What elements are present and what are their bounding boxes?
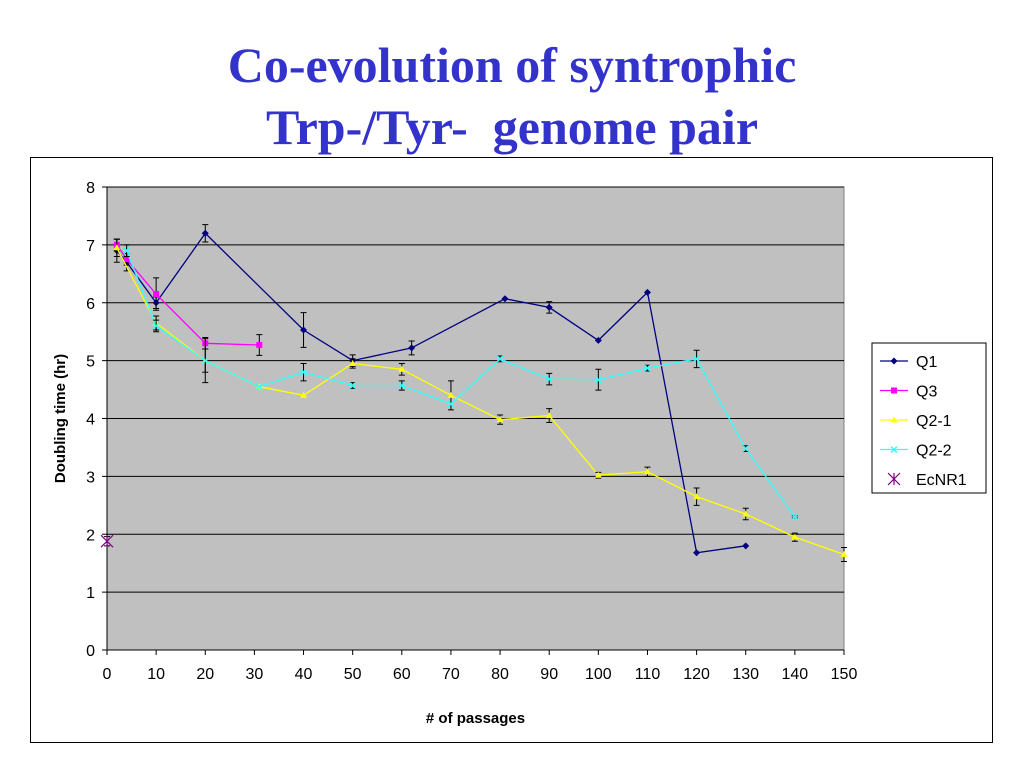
legend-item-q2-1: Q2-1 xyxy=(880,413,952,430)
data-point xyxy=(742,510,750,517)
legend-swatch-marker xyxy=(891,387,897,394)
data-point xyxy=(594,471,602,478)
data-point xyxy=(594,376,602,384)
x-axis-title: # of passages xyxy=(426,710,525,727)
x-tick-label: 100 xyxy=(585,666,612,683)
grid-lines xyxy=(107,186,844,593)
data-point xyxy=(408,344,416,352)
legend-swatch-marker xyxy=(887,472,901,486)
data-point xyxy=(113,244,121,251)
data-point xyxy=(791,533,799,540)
y-tick-label: 0 xyxy=(86,643,95,660)
data-point xyxy=(447,391,455,398)
data-point xyxy=(300,326,308,334)
legend-label: Q1 xyxy=(916,354,937,371)
series-ecnr1 xyxy=(100,534,114,548)
x-tick-label: 60 xyxy=(393,666,411,683)
data-point xyxy=(545,375,553,383)
data-point xyxy=(300,391,308,398)
data-point xyxy=(152,322,160,330)
x-tick-label: 110 xyxy=(635,666,661,683)
data-point xyxy=(349,360,357,367)
data-point xyxy=(501,295,509,303)
y-axis-title: Doubling time (hr) xyxy=(52,354,69,483)
x-tick-label: 40 xyxy=(295,666,313,683)
legend-swatch-marker xyxy=(890,416,898,423)
data-point xyxy=(693,355,701,363)
data-point xyxy=(791,513,799,521)
legend-box xyxy=(871,342,987,494)
data-point xyxy=(201,357,209,365)
data-point xyxy=(123,247,131,255)
legend-item-q2-2: Q2-2 xyxy=(880,443,952,460)
y-tick-label: 6 xyxy=(86,296,95,313)
data-point xyxy=(201,229,209,237)
x-tick-label: 80 xyxy=(491,666,509,683)
data-point xyxy=(693,549,701,557)
legend-label: EcNR1 xyxy=(916,472,967,489)
data-point xyxy=(398,365,406,372)
data-point xyxy=(100,534,114,548)
data-point xyxy=(742,542,750,550)
legend-item-q1: Q1 xyxy=(880,354,937,371)
y-tick-label: 7 xyxy=(86,238,95,255)
data-point xyxy=(643,468,651,475)
x-tick-label: 20 xyxy=(196,666,214,683)
legend-swatch-marker xyxy=(890,445,898,454)
chart-frame: 0 1 2 3 4 5 6 7 8 0 10 20 30 40 50 60 70 80 90 100 110 120 130… xyxy=(30,157,993,743)
data-point xyxy=(840,551,848,558)
x-tick-label: 10 xyxy=(147,666,165,683)
slide-title-line-1: Co-evolution of syntrophic xyxy=(227,37,797,93)
x-tick-label: 30 xyxy=(246,666,264,683)
x-tick-label: 120 xyxy=(683,666,710,683)
data-point xyxy=(300,368,308,376)
data-point xyxy=(643,364,651,372)
x-tick-label: 140 xyxy=(782,666,809,683)
data-point xyxy=(447,400,455,408)
axes xyxy=(102,186,845,655)
data-point xyxy=(496,416,504,423)
slide-title: Co-evolution of syntrophic Trp-/Tyr- gen… xyxy=(0,34,1024,158)
data-point xyxy=(545,303,553,311)
x-tick-label: 0 xyxy=(103,666,112,683)
y-tick-label: 4 xyxy=(86,412,95,429)
data-point xyxy=(123,256,130,263)
data-point xyxy=(496,355,504,363)
y-tick-label: 3 xyxy=(86,469,95,486)
x-tick-label: 70 xyxy=(442,666,460,683)
legend-item-ecnr1: EcNR1 xyxy=(887,472,967,489)
x-tick-label: 130 xyxy=(732,666,759,683)
data-point xyxy=(594,336,602,344)
x-tick-label: 150 xyxy=(831,666,858,683)
slide-title-line-2: Trp-/Tyr- genome pair xyxy=(265,99,759,155)
series-layer xyxy=(100,224,848,562)
legend-label: Q2-2 xyxy=(916,443,952,460)
data-point xyxy=(545,412,553,419)
data-point xyxy=(693,493,701,500)
y-tick-label: 5 xyxy=(86,354,95,371)
legend-swatch-marker xyxy=(890,357,898,365)
data-point xyxy=(255,383,263,391)
data-point xyxy=(256,341,263,348)
x-tick-label: 50 xyxy=(344,666,362,683)
data-point xyxy=(349,381,357,390)
y-tick-label: 8 xyxy=(86,180,95,197)
series-q2-2 xyxy=(123,244,799,521)
legend-label: Q2-1 xyxy=(916,413,952,430)
legend: Q1 Q3 Q2-1 Q2-2 EcNR1 xyxy=(871,342,987,494)
y-tick-label: 1 xyxy=(86,585,95,602)
legend-item-q3: Q3 xyxy=(880,384,937,401)
legend-label: Q3 xyxy=(916,384,937,401)
data-point xyxy=(643,288,651,296)
data-point xyxy=(742,445,750,453)
y-tick-label: 2 xyxy=(86,527,95,544)
data-point xyxy=(153,291,160,298)
data-point xyxy=(398,381,406,390)
x-tick-label: 90 xyxy=(540,666,558,683)
